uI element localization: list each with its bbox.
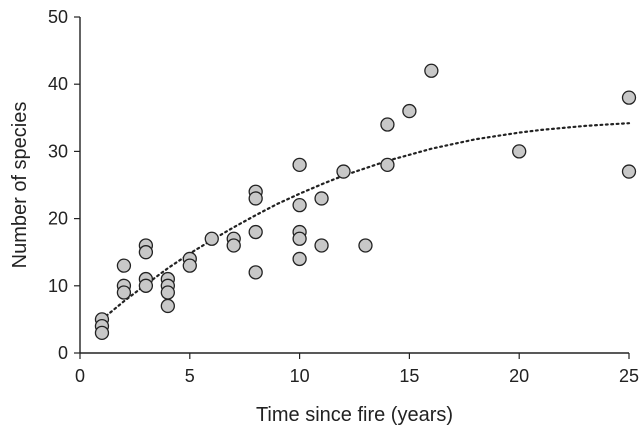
x-tick-label: 20 — [509, 366, 529, 386]
x-tick-label: 0 — [75, 366, 85, 386]
data-point — [292, 198, 307, 213]
data-point — [94, 325, 110, 340]
y-tick-label: 40 — [48, 74, 68, 94]
y-tick-label: 10 — [48, 276, 68, 296]
points-layer — [94, 63, 637, 340]
data-point — [204, 231, 219, 246]
data-point — [248, 224, 263, 240]
data-point — [292, 157, 307, 172]
data-point — [402, 103, 417, 119]
y-tick-label: 0 — [58, 343, 68, 363]
y-tick-label: 50 — [48, 7, 68, 27]
x-tick-label: 25 — [619, 366, 639, 386]
data-point — [621, 164, 637, 179]
x-ticks: 0 5 10 15 20 25 — [75, 353, 639, 386]
data-point — [160, 285, 175, 300]
data-point — [116, 285, 132, 300]
data-point — [380, 157, 395, 172]
data-point — [160, 298, 175, 314]
data-point — [336, 164, 351, 179]
data-point — [621, 90, 637, 105]
x-tick-label: 5 — [185, 366, 195, 386]
trendline — [100, 122, 631, 321]
data-point — [292, 231, 307, 246]
x-tick-label: 10 — [290, 366, 310, 386]
data-point — [138, 278, 154, 293]
x-tick-label: 15 — [399, 366, 419, 386]
data-point — [116, 258, 132, 273]
data-point — [292, 251, 307, 267]
data-point — [248, 265, 263, 280]
y-tick-label: 30 — [48, 141, 68, 161]
y-ticks: 0 10 20 30 40 50 — [48, 7, 80, 363]
y-tick-label: 20 — [48, 209, 68, 229]
data-point — [380, 117, 395, 132]
data-point — [314, 238, 329, 253]
data-point — [138, 245, 154, 260]
data-point — [314, 191, 329, 206]
data-point — [226, 238, 241, 253]
data-point — [424, 63, 439, 78]
x-axis-title: Time since fire (years) — [256, 404, 453, 426]
data-point — [248, 191, 263, 206]
data-point — [182, 258, 197, 273]
trendline-layer — [100, 122, 631, 321]
y-axis-title: Number of species — [9, 102, 31, 269]
axes-layer — [79, 17, 629, 354]
data-point — [358, 238, 373, 253]
data-point — [512, 144, 527, 159]
